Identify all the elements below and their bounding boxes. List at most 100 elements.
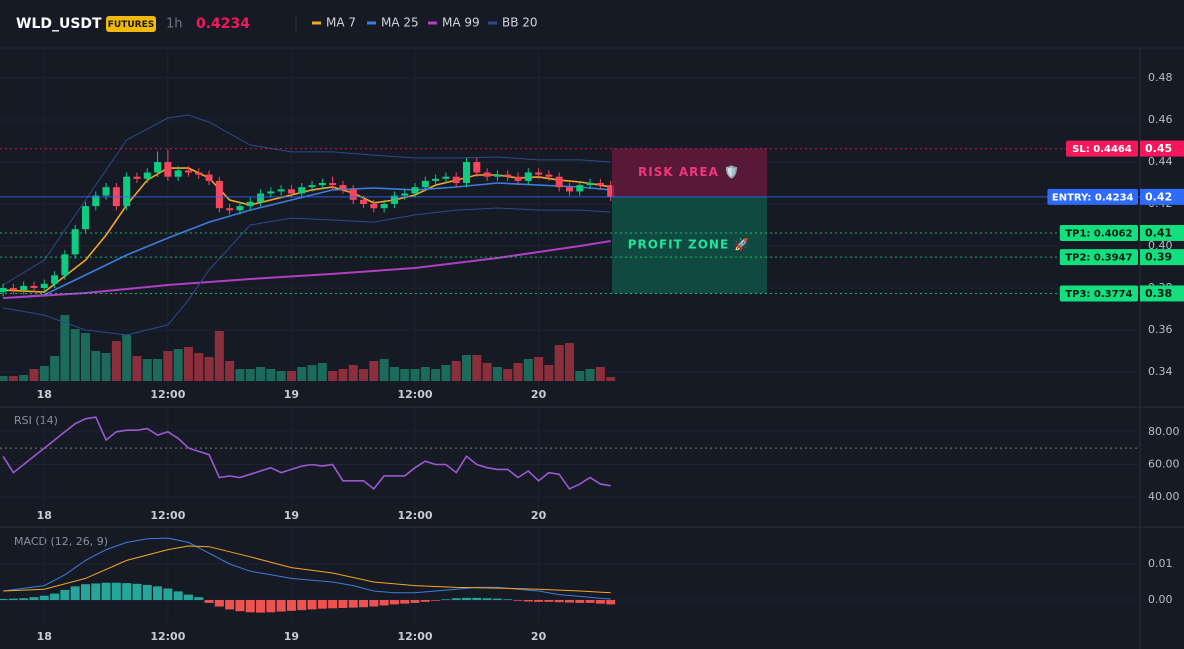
- x-tick-label: 18: [37, 388, 52, 401]
- volume-bar: [482, 363, 492, 381]
- histogram-bar: [70, 586, 80, 601]
- candle-body: [236, 206, 244, 211]
- candle-body: [51, 275, 59, 284]
- x-tick-label: 12:00: [150, 509, 185, 522]
- candle-body: [277, 189, 285, 192]
- axis-tag-label: 0.38: [1145, 287, 1172, 300]
- candle-body: [504, 174, 512, 177]
- histogram-bar: [348, 600, 358, 608]
- x-tick-label: 12:00: [150, 630, 185, 643]
- level-tag-label: ENTRY: 0.4234: [1052, 192, 1134, 203]
- volume-bar: [544, 365, 554, 381]
- candle-body: [421, 180, 429, 188]
- histogram-bar: [235, 600, 245, 612]
- axis-tag: [1140, 140, 1184, 157]
- candle-body: [442, 176, 450, 179]
- histogram-bar: [400, 600, 410, 604]
- volume-bar: [317, 363, 327, 381]
- candle-body: [360, 199, 368, 204]
- zone: [612, 196, 767, 294]
- volume-bar: [225, 361, 235, 381]
- histogram-bar: [183, 594, 193, 601]
- volume-bar: [91, 351, 101, 381]
- axis-tag: [1140, 188, 1184, 205]
- histogram-bar: [544, 600, 554, 602]
- volume-bar: [163, 351, 173, 381]
- histogram-bar: [60, 589, 70, 601]
- volume-bar: [70, 329, 80, 381]
- histogram-bar: [595, 600, 605, 604]
- axis-tag: [1140, 224, 1184, 241]
- panel-title: RSI (14): [14, 414, 58, 427]
- volume-bar: [80, 333, 90, 381]
- level-tag-label: TP1: 0.4062: [1065, 228, 1132, 239]
- candle-body: [102, 187, 110, 196]
- zone: [612, 148, 767, 197]
- y-tick-label: 60.00: [1148, 457, 1180, 470]
- interval[interactable]: 1h: [166, 17, 183, 32]
- histogram-bar: [564, 600, 574, 603]
- histogram-bar: [266, 600, 276, 613]
- x-tick-label: 19: [284, 388, 299, 401]
- candle-body: [576, 185, 584, 192]
- volume-bar: [153, 359, 163, 381]
- y-tick-label: 0.01: [1148, 557, 1173, 570]
- x-tick-label: 18: [37, 630, 52, 643]
- candle-body: [514, 176, 522, 181]
- candle-body: [92, 195, 100, 207]
- candle-body: [411, 187, 419, 194]
- volume-bar: [338, 369, 348, 381]
- candle-body: [596, 183, 604, 186]
- candle-body: [71, 229, 79, 255]
- candle-body: [287, 189, 295, 194]
- volume-bar: [286, 371, 296, 381]
- legend-entry: MA 25: [381, 16, 419, 30]
- axis-tag-label: 0.45: [1145, 142, 1172, 155]
- candle-body: [184, 170, 192, 173]
- histogram-bar: [29, 597, 39, 601]
- candle-body: [143, 172, 151, 179]
- histogram-bar: [585, 600, 595, 603]
- candle-body: [246, 201, 254, 207]
- candle-body: [390, 195, 398, 204]
- candle-body: [123, 176, 131, 207]
- level-tag: [1059, 224, 1138, 241]
- histogram-bar: [256, 600, 266, 613]
- volume-bar: [441, 365, 451, 381]
- volume-bar: [523, 359, 533, 381]
- candle-body: [452, 176, 460, 184]
- candle-body: [0, 287, 7, 293]
- badge-bg: [106, 16, 156, 32]
- histogram-bar: [328, 600, 338, 609]
- candle-body: [555, 176, 563, 188]
- histogram-bar: [80, 584, 90, 601]
- volume-bar: [132, 356, 142, 381]
- histogram-bar: [225, 600, 235, 610]
- y-tick-label: 0.00: [1148, 593, 1173, 606]
- histogram-bar: [307, 600, 317, 610]
- candle-body: [154, 162, 162, 173]
- volume-bar: [606, 377, 616, 381]
- candle-body: [133, 176, 141, 179]
- level-tag-label: SL: 0.4464: [1072, 144, 1132, 155]
- histogram-bar: [111, 582, 121, 601]
- histogram-bar: [173, 591, 183, 601]
- histogram-bar: [163, 588, 173, 601]
- y-tick-label: 80.00: [1148, 425, 1180, 438]
- histogram-bar: [462, 597, 472, 601]
- x-tick-label: 12:00: [398, 388, 433, 401]
- volume-bar: [256, 367, 266, 381]
- histogram-bar: [492, 598, 502, 601]
- candle-body: [20, 285, 28, 291]
- candle-body: [370, 203, 378, 209]
- symbol: WLD_USDT: [16, 16, 102, 32]
- candle-body: [30, 285, 38, 288]
- histogram-bar: [472, 597, 482, 601]
- histogram-bar: [420, 600, 430, 602]
- volume-bar: [60, 315, 70, 381]
- histogram-bar: [19, 598, 29, 601]
- histogram-bar: [451, 598, 461, 601]
- level-tag-label: TP2: 0.3947: [1065, 253, 1132, 264]
- histogram-bar: [431, 600, 441, 601]
